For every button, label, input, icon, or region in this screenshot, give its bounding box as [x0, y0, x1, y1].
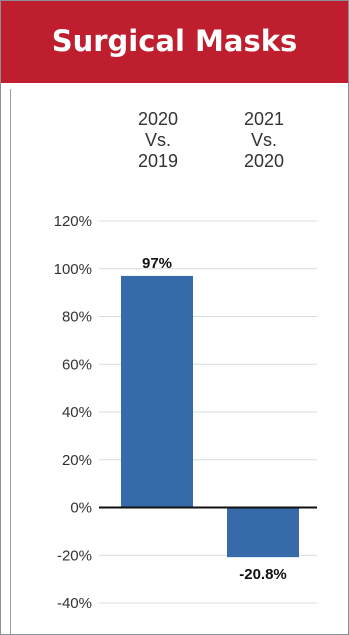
- category-header-1-line-1: 2020: [137, 109, 179, 129]
- y-tick-label: -40%: [57, 595, 92, 612]
- category-header-2-line-1: 2021: [243, 109, 285, 129]
- data-label: -20.8%: [239, 566, 287, 583]
- y-tick-label: -20%: [57, 547, 92, 564]
- y-tick-label: 120%: [54, 213, 92, 230]
- bar: [121, 275, 193, 508]
- bar: [227, 507, 299, 558]
- category-header-2-line-2: Vs.: [250, 130, 277, 150]
- category-header-1: 2020 Vs. 2019: [113, 109, 203, 172]
- left-divider: [10, 89, 11, 634]
- y-tick-label: 0%: [70, 500, 92, 517]
- y-tick-label: 40%: [62, 404, 92, 421]
- category-header-2: 2021 Vs. 2020: [219, 109, 309, 172]
- y-tick-label: 60%: [62, 356, 92, 373]
- category-header-1-line-2: Vs.: [144, 130, 171, 150]
- category-header-2-line-3: 2020: [243, 151, 285, 171]
- data-label: 97%: [142, 255, 172, 272]
- y-tick-label: 100%: [54, 261, 92, 278]
- category-header-1-line-3: 2019: [137, 151, 179, 171]
- title-bar: Surgical Masks: [1, 1, 348, 83]
- y-tick-label: 80%: [62, 309, 92, 326]
- chart-title: Surgical Masks: [51, 24, 298, 58]
- y-tick-label: 20%: [62, 452, 92, 469]
